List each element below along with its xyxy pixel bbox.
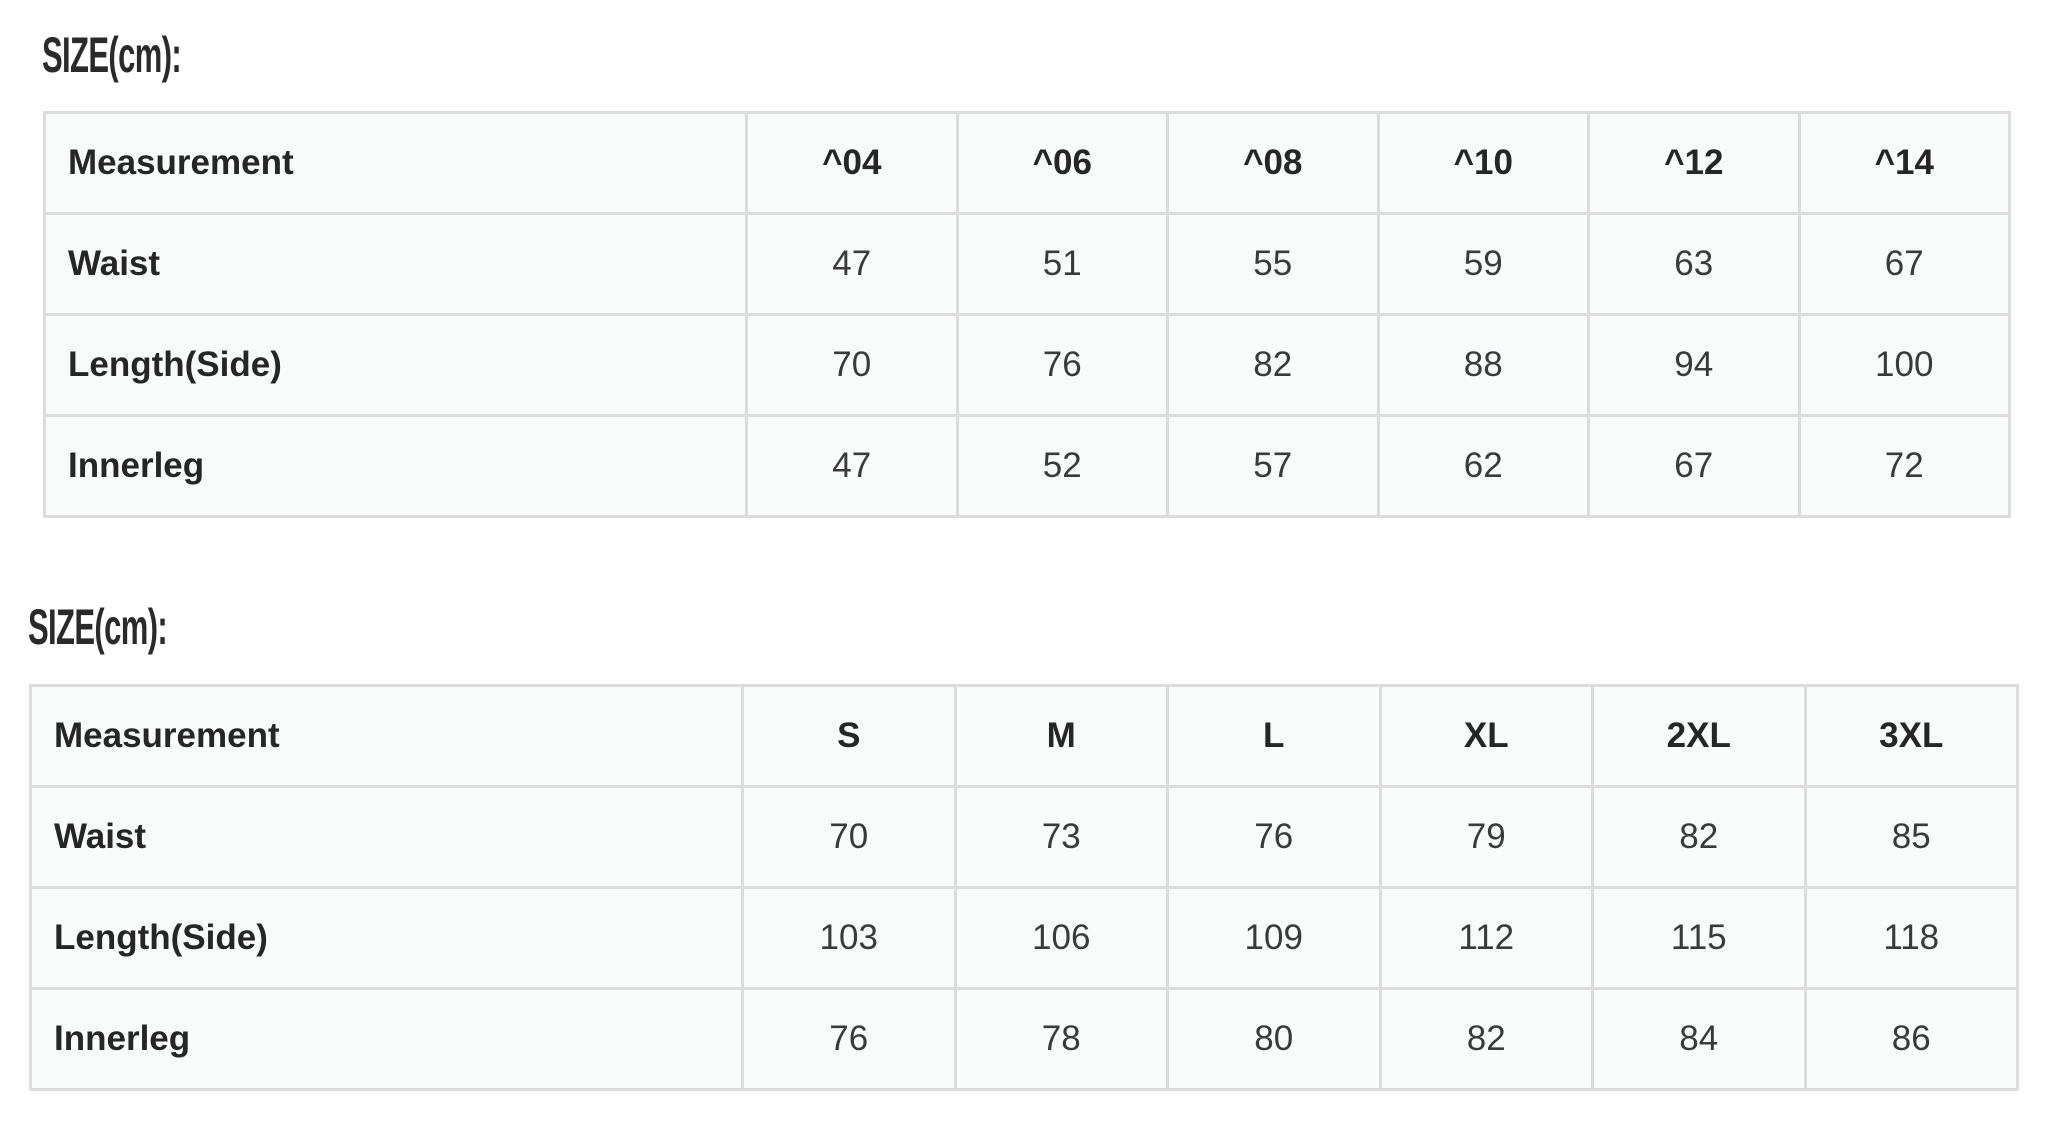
column-header-size: ^12 [1587, 111, 1801, 215]
table-cell: 51 [955, 212, 1169, 316]
size-heading-kids: SIZE(cm): [42, 27, 182, 83]
table-cell: 112 [1378, 886, 1594, 990]
table-cell: 57 [1166, 414, 1380, 518]
table-cell: 78 [953, 987, 1169, 1091]
table-row: Innerleg 76 78 80 82 84 86 [29, 987, 2019, 1091]
size-heading-adult: SIZE(cm): [28, 599, 168, 655]
table-cell: 82 [1591, 785, 1807, 889]
column-header-size: ^14 [1797, 111, 2011, 215]
table-cell: 62 [1376, 414, 1590, 518]
table-cell: 86 [1803, 987, 2019, 1091]
table-cell: 109 [1166, 886, 1382, 990]
row-label: Length(Side) [29, 886, 744, 990]
row-label: Innerleg [43, 414, 748, 518]
column-header-size: XL [1378, 684, 1594, 788]
table-cell: 82 [1166, 313, 1380, 417]
table-cell: 88 [1376, 313, 1590, 417]
table-cell: 47 [745, 414, 959, 518]
table-cell: 84 [1591, 987, 1807, 1091]
column-header-size: 3XL [1803, 684, 2019, 788]
table-cell: 118 [1803, 886, 2019, 990]
table-cell: 47 [745, 212, 959, 316]
column-header-size: ^08 [1166, 111, 1380, 215]
table-cell: 100 [1797, 313, 2011, 417]
size-table-kids: Measurement ^04 ^06 ^08 ^10 ^12 ^14 Waist 47 51 55… [43, 111, 2011, 518]
table-cell: 94 [1587, 313, 1801, 417]
column-header-size: 2XL [1591, 684, 1807, 788]
column-header-size: ^04 [745, 111, 959, 215]
column-header-size: S [741, 684, 957, 788]
table-cell: 76 [955, 313, 1169, 417]
table-cell: 72 [1797, 414, 2011, 518]
table-row: Innerleg 47 52 57 62 67 72 [43, 414, 2011, 518]
table-cell: 73 [953, 785, 1169, 889]
row-label: Innerleg [29, 987, 744, 1091]
table-cell: 79 [1378, 785, 1594, 889]
column-header-measurement: Measurement [29, 684, 744, 788]
row-label: Waist [43, 212, 748, 316]
column-header-size: M [953, 684, 1169, 788]
table-cell: 80 [1166, 987, 1382, 1091]
table-row: Waist 47 51 55 59 63 67 [43, 212, 2011, 316]
table-cell: 106 [953, 886, 1169, 990]
column-header-size: ^10 [1376, 111, 1590, 215]
table-cell: 70 [745, 313, 959, 417]
table-cell: 76 [1166, 785, 1382, 889]
header-row: Measurement S M L XL 2XL 3XL [29, 684, 2019, 788]
table-cell: 67 [1797, 212, 2011, 316]
table-cell: 55 [1166, 212, 1380, 316]
table-cell: 52 [955, 414, 1169, 518]
column-header-measurement: Measurement [43, 111, 748, 215]
table-cell: 59 [1376, 212, 1590, 316]
table-row: Length(Side) 70 76 82 88 94 100 [43, 313, 2011, 417]
table-cell: 103 [741, 886, 957, 990]
table-cell: 70 [741, 785, 957, 889]
column-header-size: L [1166, 684, 1382, 788]
table-cell: 76 [741, 987, 957, 1091]
table-cell: 67 [1587, 414, 1801, 518]
size-table-adult: Measurement S M L XL 2XL 3XL Waist 70 73 76 79 82 85 L… [29, 684, 2019, 1091]
table-row: Waist 70 73 76 79 82 85 [29, 785, 2019, 889]
header-row: Measurement ^04 ^06 ^08 ^10 ^12 ^14 [43, 111, 2011, 215]
row-label: Length(Side) [43, 313, 748, 417]
table-cell: 85 [1803, 785, 2019, 889]
table-cell: 115 [1591, 886, 1807, 990]
table-cell: 82 [1378, 987, 1594, 1091]
row-label: Waist [29, 785, 744, 889]
table-cell: 63 [1587, 212, 1801, 316]
table-row: Length(Side) 103 106 109 112 115 118 [29, 886, 2019, 990]
column-header-size: ^06 [955, 111, 1169, 215]
